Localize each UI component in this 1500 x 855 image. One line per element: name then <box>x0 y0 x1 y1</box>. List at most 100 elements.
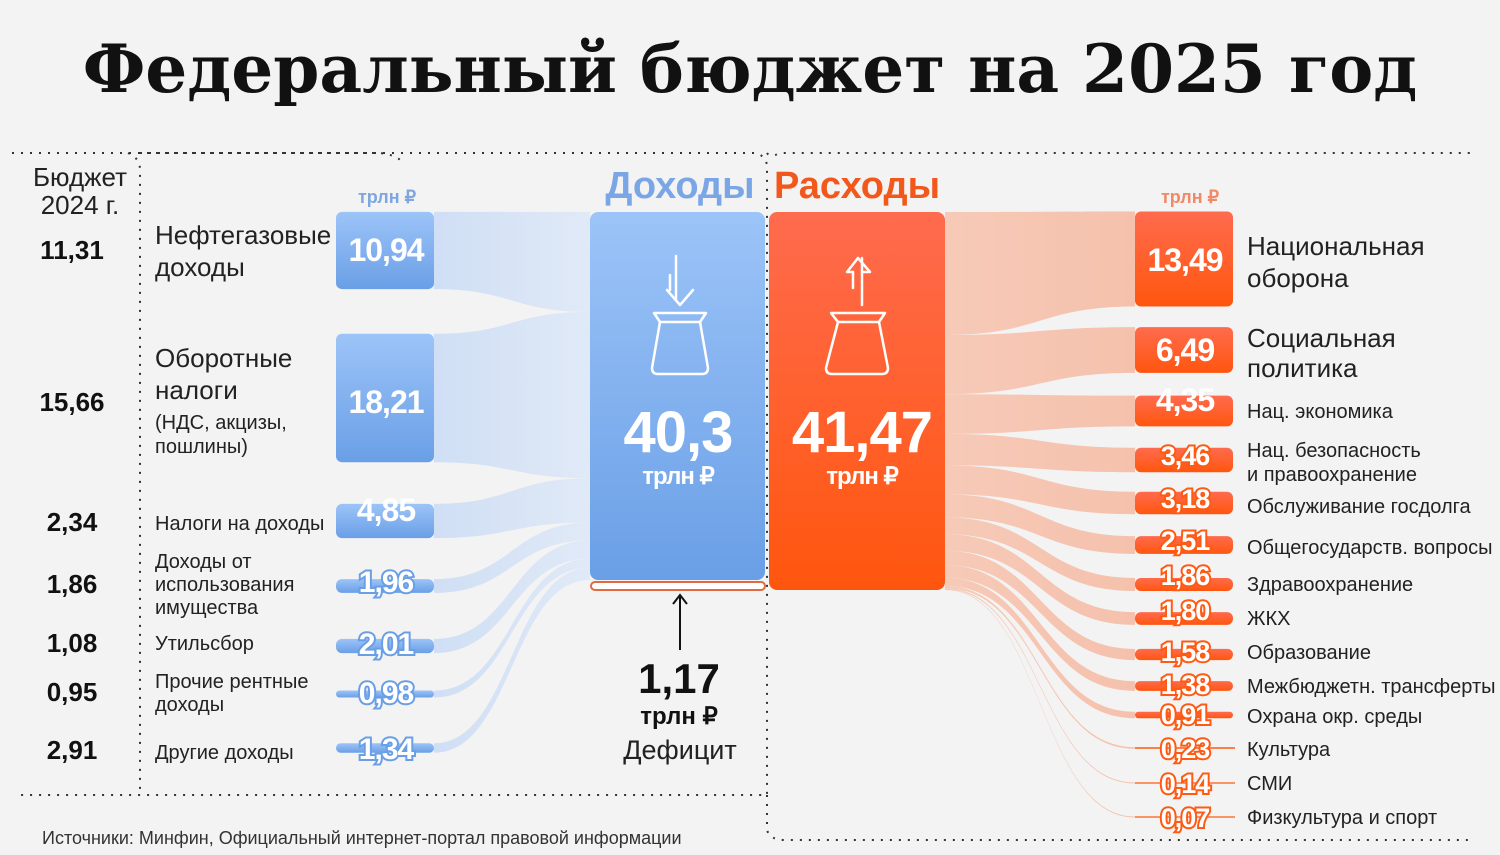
income-value-box <box>336 638 434 654</box>
expense-label: Нац. экономика <box>1247 401 1394 423</box>
divider-top-right <box>766 152 1470 157</box>
expense-value: 6,49 <box>1156 332 1214 368</box>
expense-flow <box>945 211 1135 336</box>
expense-value-box <box>1135 681 1233 691</box>
expense-value-box <box>1135 211 1233 307</box>
deficit-label: Дефицит <box>623 735 737 765</box>
expense-value-box <box>1135 447 1233 473</box>
expense-label: Охрана окр. среды <box>1247 706 1422 728</box>
prev-year-value: 0,95 <box>47 677 98 707</box>
expense-label: Здравоохранение <box>1247 574 1413 596</box>
income-total-value: 40,3 <box>624 400 733 465</box>
deficit-bar <box>590 581 766 591</box>
expense-value: 0,23 <box>1161 734 1211 764</box>
income-sublabel: пошлины) <box>155 436 248 458</box>
income-value: 0,98 <box>359 677 414 710</box>
expense-label: Физкультура и спорт <box>1247 807 1437 829</box>
income-value: 1,34 <box>359 733 415 766</box>
expense-flow <box>945 550 1135 661</box>
expense-label: Национальная <box>1247 231 1425 261</box>
income-label: Доходы от <box>155 551 252 573</box>
expense-flow <box>945 433 1135 473</box>
income-value-box <box>336 333 434 463</box>
expense-label: политика <box>1247 353 1358 383</box>
prev-year-value: 1,08 <box>47 628 98 658</box>
expense-value: 1,80 <box>1161 596 1210 626</box>
expense-label: оборона <box>1247 263 1349 293</box>
income-value: 2,01 <box>359 628 414 661</box>
expense-value: 1,38 <box>1161 670 1211 700</box>
income-value-box <box>336 690 434 698</box>
prev-year-value: 11,31 <box>40 235 104 265</box>
divider-top-left <box>12 152 401 161</box>
expense-label: Культура <box>1247 739 1331 761</box>
income-unit-label: трлн ₽ <box>358 187 417 207</box>
expense-value-box <box>1135 612 1233 625</box>
source-note: Источники: Минфин, Официальный интернет-… <box>42 828 682 848</box>
expense-value: 0,91 <box>1161 700 1211 730</box>
expense-value-box <box>1135 577 1233 592</box>
expense-value: 0,07 <box>1161 803 1210 833</box>
divider-left-vertical <box>127 152 141 795</box>
income-flow <box>434 311 590 479</box>
income-flow <box>434 558 590 698</box>
expense-value: 2,51 <box>1161 526 1211 556</box>
expense-value-box <box>1135 395 1233 427</box>
expense-label: Социальная <box>1247 323 1396 353</box>
expense-flow <box>945 494 1135 554</box>
deficit-arrow-icon <box>672 593 688 650</box>
expense-label: Обслуживание госдолга <box>1247 496 1472 518</box>
income-label: Оборотные <box>155 343 292 373</box>
flows <box>434 211 1135 818</box>
expense-value: 1,86 <box>1161 561 1211 591</box>
income-label: доходы <box>155 694 224 716</box>
expense-label: Общегосударств. вопросы <box>1247 537 1492 559</box>
income-bag-icon <box>650 254 710 376</box>
deficit-value: 1,17 <box>638 655 720 702</box>
income-label: Утильсбор <box>155 633 254 655</box>
expense-value-box <box>1135 648 1233 661</box>
expense-flow <box>945 517 1135 592</box>
expense-value: 3,18 <box>1161 484 1211 514</box>
expense-flow <box>945 394 1135 434</box>
prev-year-value: 2,34 <box>47 507 98 537</box>
income-label: использования <box>155 574 294 596</box>
expense-unit-label: трлн ₽ <box>1161 187 1220 207</box>
income-label: Другие доходы <box>155 742 294 764</box>
expense-total-box <box>769 212 945 590</box>
income-flow <box>434 522 590 593</box>
expense-flow <box>945 577 1135 719</box>
expense-value-box <box>1135 536 1233 554</box>
expense-value: 13,49 <box>1147 242 1222 278</box>
income-flow <box>434 567 590 753</box>
expense-value: 4,35 <box>1156 382 1214 418</box>
expense-value: 0,14 <box>1161 769 1211 799</box>
income-header: Доходы <box>605 165 754 207</box>
prev-year-value: 15,66 <box>39 387 104 417</box>
income-value: 18,21 <box>348 384 423 420</box>
income-value: 10,94 <box>348 232 424 268</box>
income-label: Прочие рентные <box>155 671 308 693</box>
income-total-unit: трлн ₽ <box>642 463 714 490</box>
expense-flow <box>945 585 1135 749</box>
deficit-unit: трлн ₽ <box>640 703 718 730</box>
expense-value-box <box>1135 327 1233 373</box>
expense-total-value: 41,47 <box>792 400 932 465</box>
income-value-box <box>336 743 434 753</box>
income-label: имущества <box>155 597 259 619</box>
income-flow <box>434 478 590 539</box>
prev-year-value: 1,86 <box>47 569 98 599</box>
expense-flow <box>945 465 1135 515</box>
expense-bag-icon <box>824 256 890 376</box>
prev-year-header: Бюджет 2024 г. <box>33 162 127 220</box>
expense-total-unit: трлн ₽ <box>826 463 898 490</box>
expense-label: СМИ <box>1247 773 1292 795</box>
income-value: 1,96 <box>359 566 414 599</box>
expense-label: Образование <box>1247 642 1371 664</box>
income-total-box <box>590 212 765 580</box>
prev-year-header-line1: Бюджет <box>33 162 127 192</box>
income-value: 4,85 <box>357 492 415 528</box>
dividers <box>12 152 1470 841</box>
